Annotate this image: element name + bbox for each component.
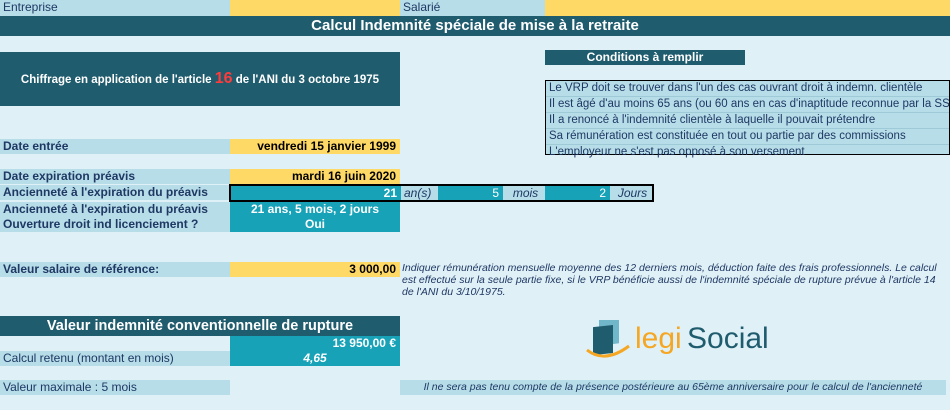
- condition-item: L'employeur ne s'est pas opposé à son ve…: [549, 146, 805, 158]
- result-title: Valeur indemnité conventionnelle de rupt…: [0, 316, 400, 336]
- anciennete-months: 5: [438, 186, 503, 200]
- condition-item: Il a renoncé à l'indemnité clientèle à l…: [546, 113, 949, 129]
- chiffrage-article: 16: [214, 70, 233, 87]
- ouverture-value: Oui: [230, 217, 400, 232]
- conditions-list: Le VRP doit se trouver dans l'un des cas…: [545, 80, 950, 158]
- page-title: Calcul Indemnité spéciale de mise à la r…: [0, 16, 950, 36]
- chiffrage-box: Chiffrage en application de l'article 16…: [0, 52, 400, 106]
- chiffrage-prefix: Chiffrage en application de l'article: [20, 74, 212, 86]
- salaire-input[interactable]: 3 000,00: [230, 262, 400, 277]
- legisocial-logo: legi Social: [585, 318, 785, 363]
- salaire-label: Valeur salaire de référence:: [0, 262, 230, 277]
- entreprise-label: Entreprise: [0, 0, 230, 16]
- salarie-input[interactable]: [545, 0, 950, 16]
- anciennete2-label: Ancienneté à l'expiration du préavis: [0, 202, 230, 217]
- anciennete-label: Ancienneté à l'expiration du préavis: [0, 185, 230, 200]
- entreprise-input[interactable]: [230, 0, 400, 16]
- ouverture-label: Ouverture droit ind licenciement ?: [0, 217, 230, 232]
- anciennete-years: 21: [231, 186, 401, 200]
- anciennete-table: [229, 184, 654, 202]
- calcul-label: Calcul retenu (montant en mois): [0, 351, 230, 366]
- anciennete2-value: 21 ans, 5 mois, 2 jours: [230, 202, 400, 217]
- chiffrage-suffix: de l'ANI du 3 octobre 1975: [235, 74, 380, 86]
- date-expiration-input[interactable]: mardi 16 juin 2020: [230, 169, 400, 184]
- logo-text-part1: legi: [635, 322, 682, 355]
- anciennete-months-unit: mois: [503, 186, 545, 200]
- salarie-label: Salarié: [400, 0, 545, 16]
- anciennete-days: 2: [545, 186, 610, 200]
- calcul-value: 4,65: [230, 351, 400, 366]
- bottom-note: Il ne sera pas tenu compte de la présenc…: [400, 380, 946, 395]
- condition-item: Sa rémunération est constituée en tout o…: [546, 129, 949, 145]
- logo-mark-icon: [586, 320, 630, 358]
- condition-item: Le VRP doit se trouver dans l'un des cas…: [546, 81, 949, 97]
- max-label: Valeur maximale : 5 mois: [0, 380, 230, 395]
- date-expiration-label: Date expiration préavis: [0, 169, 230, 184]
- result-amount: 13 950,00 €: [230, 336, 400, 351]
- condition-item: Il est âgé d'au moins 65 ans (ou 60 ans …: [546, 97, 950, 113]
- date-entree-label: Date entrée: [0, 139, 230, 154]
- date-entree-input[interactable]: vendredi 15 janvier 1999: [230, 139, 400, 154]
- anciennete-years-unit: an(s): [401, 186, 438, 200]
- logo-text-part2: Social: [687, 322, 769, 355]
- salaire-note: Indiquer rémunération mensuelle moyenne …: [402, 262, 937, 298]
- conditions-title: Conditions à remplir: [545, 50, 745, 65]
- anciennete-days-unit: Jours: [610, 186, 652, 200]
